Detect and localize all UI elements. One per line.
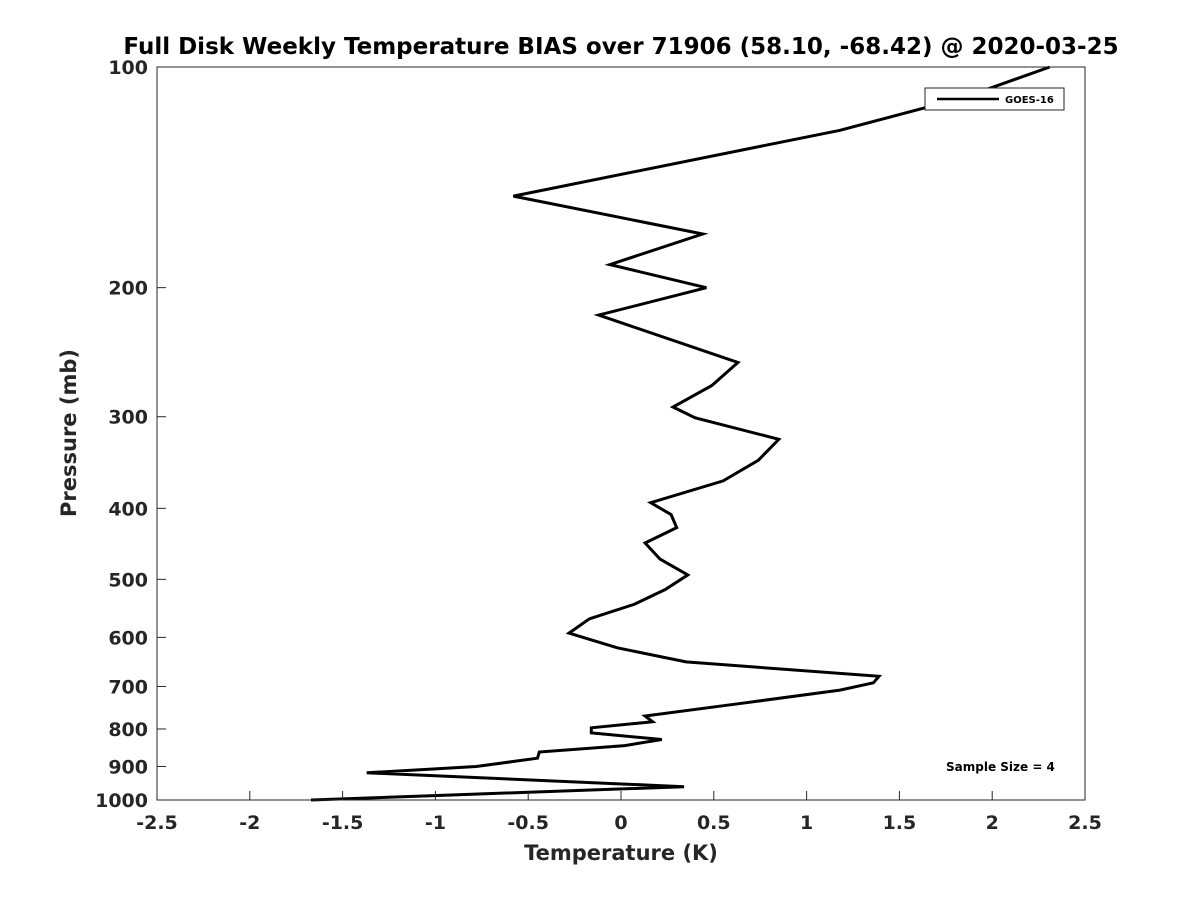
x-tick-label: -2 bbox=[239, 812, 260, 834]
x-axis-label: Temperature (K) bbox=[524, 841, 718, 865]
y-tick-label: 100 bbox=[108, 57, 148, 79]
x-tick-label: 2.5 bbox=[1068, 812, 1102, 834]
x-tick-label: -2.5 bbox=[136, 812, 178, 834]
y-tick-label: 700 bbox=[108, 676, 148, 698]
series-line-goes-16 bbox=[310, 65, 1051, 802]
x-tick-label: 1.5 bbox=[883, 812, 917, 834]
axes-box bbox=[156, 66, 1086, 801]
x-tick-label: 0.5 bbox=[697, 812, 731, 834]
x-tick-label: -1 bbox=[425, 812, 446, 834]
x-tick-label: 0 bbox=[614, 812, 627, 834]
x-tick-label: 2 bbox=[986, 812, 999, 834]
y-tick-label: 900 bbox=[108, 756, 148, 778]
series-layer bbox=[310, 65, 1051, 802]
y-tick-label: 400 bbox=[108, 498, 148, 520]
y-tick-label: 300 bbox=[108, 407, 148, 429]
y-tick-label: 600 bbox=[108, 627, 148, 649]
y-tick-label: 800 bbox=[108, 719, 148, 741]
x-tick-label: -0.5 bbox=[507, 812, 549, 834]
y-axis-ticks: 100 200 300 400 500 600 700 800 900 1000 bbox=[95, 57, 166, 812]
x-axis-ticks: -2.5 -2 -1.5 -1 -0.5 0 0.5 1 1.5 2 2.5 bbox=[136, 791, 1102, 834]
y-axis-label: Pressure (mb) bbox=[57, 349, 81, 517]
chart-title: Full Disk Weekly Temperature BIAS over 7… bbox=[123, 34, 1118, 60]
legend-entry-goes-16: GOES-16 bbox=[1005, 95, 1054, 106]
x-tick-label: 1 bbox=[800, 812, 813, 834]
legend: GOES-16 bbox=[924, 87, 1065, 111]
y-tick-label: 500 bbox=[108, 569, 148, 591]
y-tick-label: 200 bbox=[108, 278, 148, 300]
sample-size-annotation: Sample Size = 4 bbox=[946, 760, 1055, 774]
y-tick-label: 1000 bbox=[95, 790, 148, 812]
x-tick-label: -1.5 bbox=[322, 812, 364, 834]
